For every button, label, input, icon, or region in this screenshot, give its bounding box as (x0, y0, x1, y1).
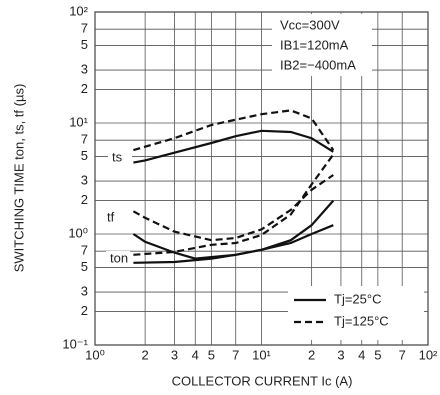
legend-label: Tj=125°C (334, 313, 389, 328)
curve-line (133, 153, 335, 256)
condition: IB1=120mA (280, 37, 349, 52)
curve-line (132, 174, 334, 242)
y-tick-label: 3 (81, 283, 88, 298)
y-tick-label: 7 (81, 21, 88, 36)
curve-line (133, 224, 334, 264)
y-tick-label: 5 (81, 37, 88, 52)
curve-label: tf (107, 209, 115, 224)
y-tick-label: 3 (81, 61, 88, 76)
x-tick-label: 3 (337, 347, 344, 362)
x-axis-label: COLLECTOR CURRENT Ic (A) (172, 373, 353, 388)
curve-label-bg (106, 251, 130, 267)
y-tick-label: 2 (81, 303, 88, 318)
x-tick-label: 10² (419, 347, 438, 362)
x-tick-label: 2 (308, 347, 315, 362)
x-tick-label: 4 (192, 347, 199, 362)
y-axis-label: SWITCHING TIME ton, ts, tf (µs) (11, 84, 26, 273)
x-tick-label: 5 (208, 347, 215, 362)
y-tick-label: 5 (81, 148, 88, 163)
y-tick-label: 10² (69, 3, 88, 18)
y-tick-label: 3 (81, 172, 88, 187)
y-tick-label: 10¹ (69, 114, 88, 129)
curve-label-bg (103, 210, 127, 226)
x-tick-label: 7 (232, 347, 239, 362)
x-tick-label: 10¹ (252, 347, 271, 362)
curve-line (133, 109, 335, 152)
x-tick-label: 3 (171, 347, 178, 362)
y-tick-label: 7 (81, 243, 88, 258)
y-tick-label: 5 (81, 259, 88, 274)
legend-box (288, 286, 424, 340)
x-tick-label: 4 (358, 347, 365, 362)
y-tick-label: 2 (81, 192, 88, 207)
x-tick-label: 10⁰ (85, 347, 105, 362)
curve-line (133, 129, 334, 164)
y-tick-label: 7 (81, 132, 88, 147)
y-tick-label: 10⁻¹ (62, 336, 88, 351)
condition: IB2=−400mA (280, 57, 356, 72)
x-tick-label: 2 (142, 347, 149, 362)
y-tick-label: 2 (81, 81, 88, 96)
y-tick-label: 10⁰ (68, 225, 88, 240)
curve-label: ts (112, 149, 123, 164)
legend-label: Tj=25°C (334, 291, 381, 306)
conditions-box (272, 14, 372, 76)
x-tick-label: 5 (374, 347, 381, 362)
curve-line (132, 199, 335, 260)
curve-label-bg (108, 150, 132, 166)
x-tick-label: 7 (399, 347, 406, 362)
condition: Vcc=300V (280, 17, 340, 32)
curve-label: ton (110, 250, 128, 265)
